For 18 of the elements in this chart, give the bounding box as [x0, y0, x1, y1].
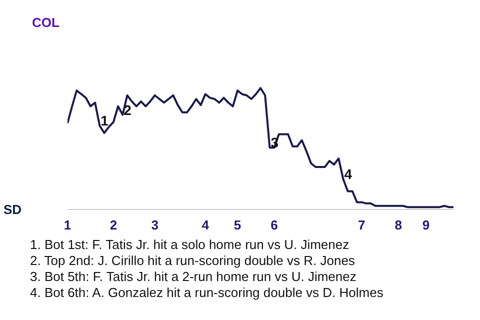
x-tick-label: 4	[202, 218, 210, 232]
text: 2. Top 2nd: J. Cirillo hit a run-scoring double vs R. Jones	[30, 253, 355, 268]
x-tick-label: 2	[110, 218, 118, 232]
text: 1. Bot 1st: F. Tatis Jr. hit a solo home run vs U. Jimenez	[30, 237, 350, 252]
text: SD	[3, 202, 22, 217]
x-tick-label: 6	[270, 218, 278, 232]
annotation: 2	[124, 102, 132, 118]
annotation: 1	[100, 112, 109, 129]
x-tick-label: 8	[394, 218, 402, 232]
x-tick-label: 1	[64, 218, 72, 232]
text: 3. Bot 5th: F. Tatis Jr. hit a 2-run home run vs U. Jimenez	[30, 269, 356, 284]
annotation: 4	[344, 166, 352, 182]
x-tick-label: 5	[234, 218, 242, 232]
text: 4. Bot 6th: A. Gonzalez hit a run-scoring double vs D. Holmes	[30, 285, 384, 300]
x-tick-label: 9	[422, 218, 430, 232]
x-tick-label: 3	[151, 218, 158, 232]
text: COL	[32, 15, 60, 30]
x-tick-label: 7	[358, 218, 366, 232]
